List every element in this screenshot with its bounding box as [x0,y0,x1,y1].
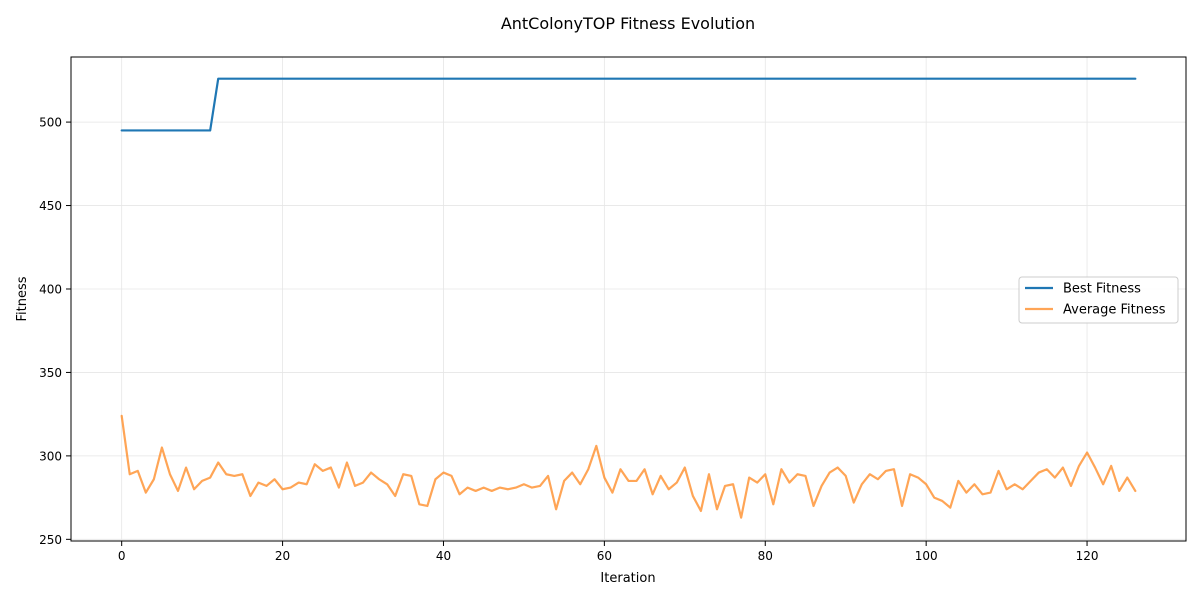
legend: Best Fitness Average Fitness [1018,276,1179,324]
y-axis-label: Fitness [15,276,30,321]
x-tick-label: 100 [915,549,938,563]
chart-title: AntColonyTOP Fitness Evolution [501,14,755,33]
x-tick-label: 20 [275,549,290,563]
plot-frame [70,56,1187,542]
best-fitness-line [120,77,1137,132]
x-tick-label: 80 [758,549,773,563]
average-fitness-line [120,414,1137,519]
axis-ticks: 0 20 40 60 80 100 120 250 300 350 400 450 500 [39,116,1098,563]
legend-label-average-fitness: Average Fitness [1063,303,1166,318]
y-tick-label: 500 [39,116,62,130]
grid-lines [71,57,1186,541]
y-tick-label: 350 [39,366,62,380]
x-tick-label: 120 [1076,549,1099,563]
y-tick-label: 300 [39,449,62,463]
legend-label-best-fitness: Best Fitness [1063,282,1141,297]
y-tick-label: 450 [39,199,62,213]
series-layer [120,77,1137,519]
y-tick-label: 250 [39,533,62,547]
y-tick-label: 400 [39,282,62,296]
x-tick-label: 40 [436,549,451,563]
x-tick-label: 60 [597,549,612,563]
legend-box [1018,276,1179,324]
x-tick-label: 0 [118,549,126,563]
x-axis-label: Iteration [600,571,655,586]
